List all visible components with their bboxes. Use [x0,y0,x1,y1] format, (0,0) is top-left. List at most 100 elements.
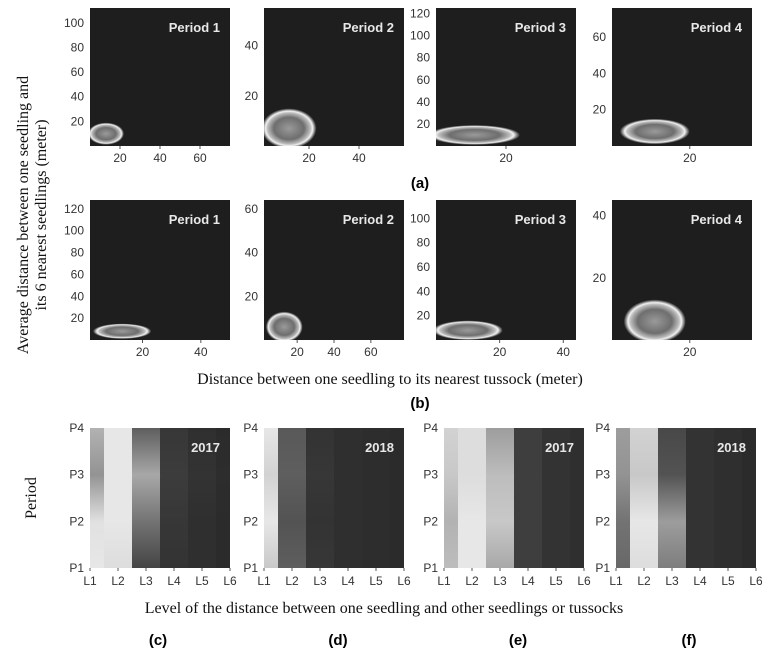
heat-cell [686,474,715,522]
y-tick-label: P3 [595,468,610,482]
heatmap-panel-11: L1 L2 L3 L4 L5 L6 P1 P2 P3 P4 2018 [595,421,762,588]
heat-cell [334,428,363,476]
heat-cell [616,521,631,568]
x-tick-label: L2 [285,574,299,588]
bottom-x-axis-title: Level of the distance between one seedli… [145,600,624,617]
heat-cell [616,474,631,522]
heat-cell [630,521,659,568]
y-tick-label: 20 [417,117,431,131]
heat-cell [90,428,105,476]
heat-cell [362,428,391,476]
panel-background [90,200,230,340]
heatmap-panel-8: L1 L2 L3 L4 L5 L6 P1 P2 P3 P4 2017 [69,421,237,588]
y-tick-label: P3 [69,468,84,482]
heat-cell [188,428,217,476]
panel-title: Period 1 [169,212,220,227]
y-tick-label: 80 [417,51,431,65]
top-y-axis-title-line2: its 6 nearest seedlings (meter) [33,119,50,310]
y-tick-label: 20 [71,311,85,325]
x-tick-label: 20 [493,345,507,359]
heat-cell [334,521,363,568]
panel-title: Period 2 [343,20,394,35]
y-tick-label: 120 [410,7,430,21]
panel-background [436,200,576,340]
y-tick-label: P4 [595,421,610,435]
heat-cell [514,474,543,522]
y-tick-label: 80 [71,40,85,54]
y-tick-label: 40 [71,90,85,104]
heat-cell [188,474,217,522]
y-tick-label: 40 [245,246,259,260]
x-tick-label: 60 [193,151,207,165]
y-tick-label: 20 [245,89,259,103]
x-tick-label: L3 [493,574,507,588]
heatmap-panel-1: 20 40 20 40 Period 2 [245,8,404,165]
panel-label-d: (d) [328,632,347,649]
y-tick-label: 100 [64,16,84,30]
density-hotspot [90,122,124,145]
y-tick-label: P1 [595,561,610,575]
x-tick-label: L6 [577,574,591,588]
x-tick-label: L3 [313,574,327,588]
heat-cell [278,521,307,568]
heatmap-panel-6: 20 40 20 40 60 80 100 Period 3 [410,200,576,359]
heat-cell [188,521,217,568]
x-tick-label: 40 [327,345,341,359]
y-tick-label: 80 [71,246,85,260]
x-tick-label: L6 [397,574,411,588]
x-tick-label: L5 [195,574,209,588]
panel-title: Period 4 [691,212,743,227]
heat-cell [630,428,659,476]
y-tick-label: P2 [423,514,438,528]
bottom-y-axis-title: Period [23,477,40,519]
panel-label-b: (b) [410,395,429,412]
y-tick-label: 60 [417,73,431,87]
heat-cell [742,474,756,522]
y-tick-label: P4 [423,421,438,435]
y-tick-label: 80 [417,236,431,250]
x-tick-label: L2 [111,574,125,588]
heat-cell [390,521,404,568]
heatmap-panel-5: 20 40 60 20 40 60 Period 2 [245,200,404,359]
density-hotspot [619,118,690,145]
heat-cell [570,474,584,522]
heat-cell [486,474,515,522]
heat-cell [458,428,487,476]
heat-cell [216,428,230,476]
density-hotspot [623,299,686,340]
x-tick-label: 20 [499,151,513,165]
y-tick-label: P2 [243,514,258,528]
heat-cell [390,474,404,522]
y-tick-label: 60 [71,267,85,281]
x-tick-label: L1 [83,574,97,588]
heat-cell [686,428,715,476]
heat-cell [306,428,335,476]
y-tick-label: 20 [593,103,607,117]
heatmap-panel-10: L1 L2 L3 L4 L5 L6 P1 P2 P3 P4 2017 [423,421,591,588]
panels-layer: 20 40 60 20 40 60 80 100 Period 1 20 40 20 40 Period … [64,7,762,588]
top-x-axis-title: Distance between one seedling to its nea… [197,371,583,388]
heat-cell [132,521,161,568]
y-tick-label: 120 [64,202,84,216]
y-tick-label: P2 [595,514,610,528]
heat-cell [444,521,459,568]
panel-title: 2018 [365,440,394,455]
x-tick-label: L3 [139,574,153,588]
heat-cell [658,474,687,522]
x-tick-label: L1 [609,574,623,588]
y-tick-label: 60 [417,260,431,274]
y-tick-label: 20 [245,289,259,303]
top-y-axis-title: Average distance between one seedling an… [15,76,50,354]
y-tick-label: 40 [417,284,431,298]
heat-cell [714,428,743,476]
panel-title: 2018 [717,440,746,455]
y-tick-label: P4 [69,421,84,435]
heat-cell [714,521,743,568]
x-tick-label: L1 [437,574,451,588]
heat-cell [362,521,391,568]
x-tick-label: 20 [683,151,697,165]
y-tick-label: P4 [243,421,258,435]
heat-cell [104,428,133,476]
x-tick-label: L3 [665,574,679,588]
x-tick-label: L2 [637,574,651,588]
